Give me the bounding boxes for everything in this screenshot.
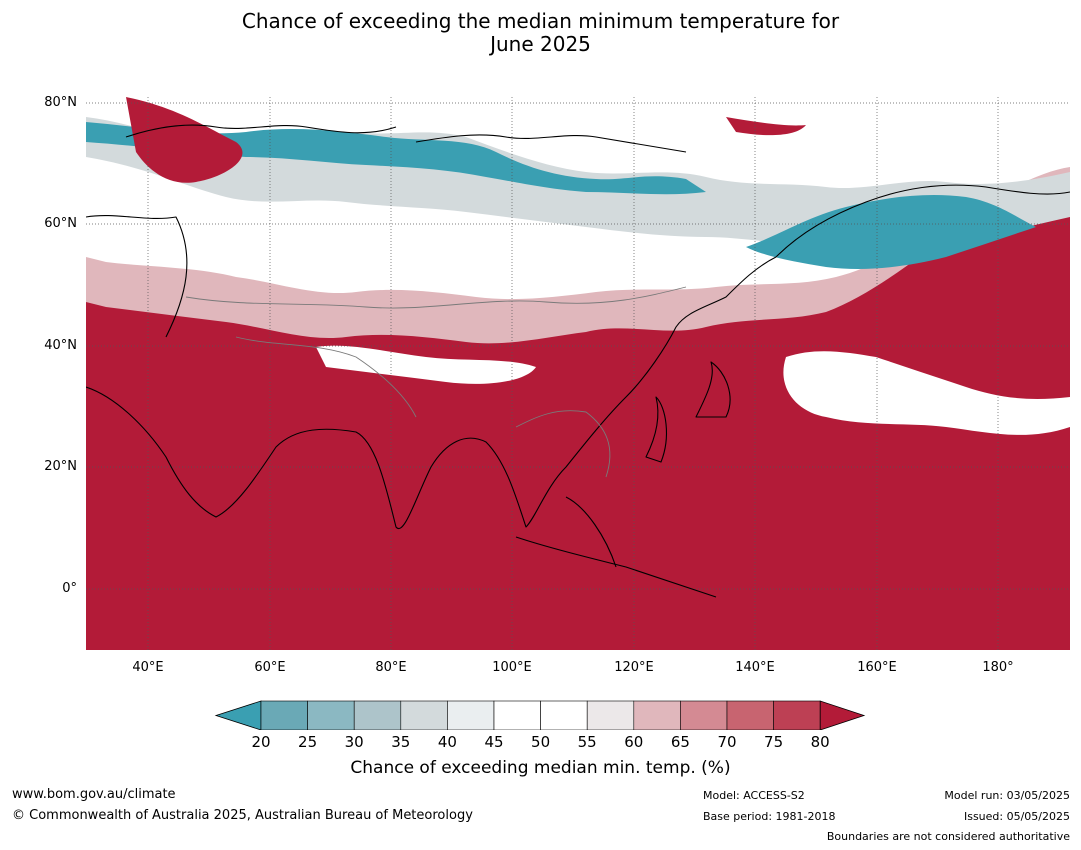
footer-base-period: Base period: 1981-2018: [703, 810, 836, 823]
colorbar-tick-label: 45: [484, 733, 504, 751]
colorbar-tick-label: 25: [298, 733, 318, 751]
colorbar: [214, 700, 866, 730]
title-line-2: June 2025: [490, 32, 591, 56]
footer-copyright: © Commonwealth of Australia 2025, Austra…: [12, 808, 473, 823]
colorbar-tick-label: 70: [717, 733, 737, 751]
lon-label-120e: 120°E: [614, 660, 654, 675]
lon-label-100e: 100°E: [492, 660, 532, 675]
colorbar-arrow-high: [819, 700, 866, 730]
chart-title: Chance of exceeding the median minimum t…: [0, 10, 1081, 56]
lat-label-40n: 40°N: [44, 338, 77, 353]
colorbar-tick-label: 60: [624, 733, 644, 751]
colorbar-arrow-low: [214, 700, 262, 730]
lon-label-80e: 80°E: [375, 660, 407, 675]
colorbar-label: Chance of exceeding median min. temp. (%…: [350, 758, 731, 778]
colorbar-segment: [680, 700, 728, 730]
lon-label-180: 180°: [982, 660, 1014, 675]
colorbar-tick-label: 55: [577, 733, 597, 751]
colorbar-segment: [260, 700, 308, 730]
colorbar-segment: [540, 700, 588, 730]
colorbar-segment: [633, 700, 681, 730]
lat-label-60n: 60°N: [44, 216, 77, 231]
colorbar-tick-label: 20: [251, 733, 271, 751]
colorbar-segment: [307, 700, 355, 730]
colorbar-segment: [586, 700, 635, 730]
lat-label-80n: 80°N: [44, 95, 77, 110]
colorbar-tick-label: 40: [437, 733, 457, 751]
colorbar-tick-label: 65: [670, 733, 690, 751]
colorbar-segment: [447, 700, 495, 730]
colorbar-segment: [353, 700, 402, 730]
colorbar-tick-label: 75: [764, 733, 784, 751]
colorbar-segment: [773, 700, 821, 730]
footer-url[interactable]: www.bom.gov.au/climate: [12, 787, 176, 802]
footer-model-run: Model run: 03/05/2025: [944, 789, 1070, 802]
footer-issued: Issued: 05/05/2025: [963, 810, 1070, 823]
colorbar-tick-label: 50: [531, 733, 551, 751]
footer-model: Model: ACCESS-S2: [703, 789, 805, 802]
lon-label-160e: 160°E: [857, 660, 897, 675]
lon-label-40e: 40°E: [132, 660, 164, 675]
footer-disclaimer: Boundaries are not considered authoritat…: [826, 830, 1070, 843]
colorbar-tick-label: 35: [391, 733, 411, 751]
colorbar-tick-label: 30: [344, 733, 364, 751]
forecast-map: [86, 97, 1070, 650]
lat-label-0: 0°: [62, 581, 77, 596]
lon-label-140e: 140°E: [735, 660, 775, 675]
lon-label-60e: 60°E: [254, 660, 286, 675]
colorbar-segment: [493, 700, 541, 730]
colorbar-tick-label: 80: [810, 733, 830, 751]
colorbar-segment: [400, 700, 448, 730]
lat-label-20n: 20°N: [44, 459, 77, 474]
colorbar-segment: [726, 700, 774, 730]
title-line-1: Chance of exceeding the median minimum t…: [241, 9, 840, 33]
